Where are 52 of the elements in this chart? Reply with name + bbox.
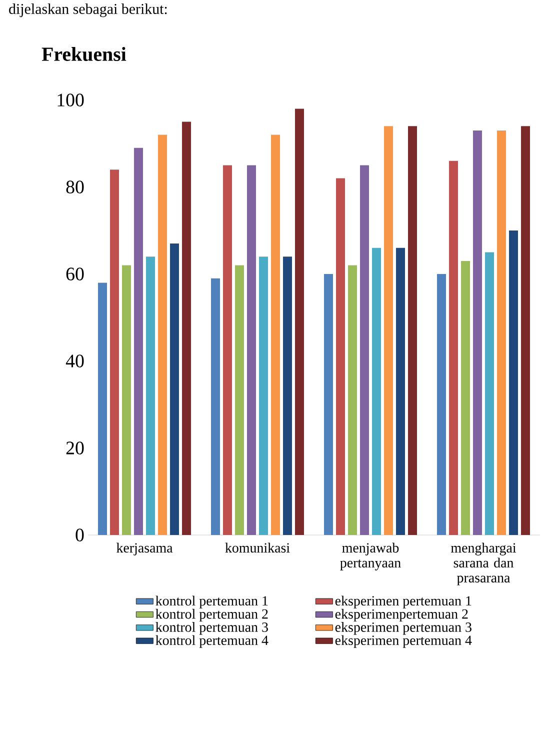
bar xyxy=(170,244,179,535)
chart-title: Frekuensi xyxy=(42,46,126,62)
legend-label: kontrol pertemuan 3 xyxy=(156,622,268,635)
bar xyxy=(485,252,494,535)
bar xyxy=(336,178,346,535)
bar xyxy=(247,165,256,535)
bar xyxy=(324,274,334,535)
bar xyxy=(449,160,458,535)
bar xyxy=(110,170,119,535)
bar xyxy=(360,165,370,535)
legend-label: eksperimenpertemuan 2 xyxy=(335,608,468,622)
y-tick-label: 100 xyxy=(58,94,84,106)
y-tick-label: 20 xyxy=(66,442,84,454)
bar xyxy=(396,248,406,535)
bar xyxy=(348,265,358,535)
bar xyxy=(473,130,482,535)
bar xyxy=(509,230,518,535)
bar xyxy=(283,256,292,535)
bar xyxy=(521,126,530,535)
bar xyxy=(437,274,446,535)
bar xyxy=(223,165,232,535)
bar xyxy=(134,148,143,535)
legend-label: eksperimen pertemuan 3 xyxy=(335,622,472,635)
bar xyxy=(259,256,268,535)
bar xyxy=(408,126,418,535)
bar xyxy=(146,256,155,535)
legend-label: eksperimen pertemuan 1 xyxy=(335,596,472,608)
legend-label: kontrol pertemuan 4 xyxy=(156,635,268,648)
y-tick-label: 60 xyxy=(66,268,84,280)
bar xyxy=(122,265,131,535)
bar xyxy=(372,248,382,535)
x-tick-label: menjawab pertanyaan xyxy=(340,542,401,570)
legend-label: kontrol pertemuan 1 xyxy=(156,596,268,608)
bar xyxy=(384,126,394,535)
bar xyxy=(235,265,244,535)
x-tick-label: menghargai sarana dan prasarana xyxy=(451,542,516,586)
bar xyxy=(158,134,167,535)
bar xyxy=(182,122,192,535)
bar xyxy=(295,108,304,535)
legend-label: kontrol pertemuan 2 xyxy=(156,608,268,622)
text: dijelaskan sebagai berikut: xyxy=(9,4,167,18)
x-tick-label: komunikasi xyxy=(225,542,290,553)
bar xyxy=(98,282,107,535)
x-tick-label: kerjasama xyxy=(116,542,173,556)
y-tick-label: 80 xyxy=(66,180,84,194)
legend-label: eksperimen pertemuan 4 xyxy=(335,635,472,648)
bar xyxy=(211,278,220,535)
bar xyxy=(271,134,280,535)
bar xyxy=(461,260,470,535)
bar xyxy=(497,130,506,535)
y-tick-label: 40 xyxy=(66,354,84,368)
y-tick-label: 0 xyxy=(76,528,84,542)
